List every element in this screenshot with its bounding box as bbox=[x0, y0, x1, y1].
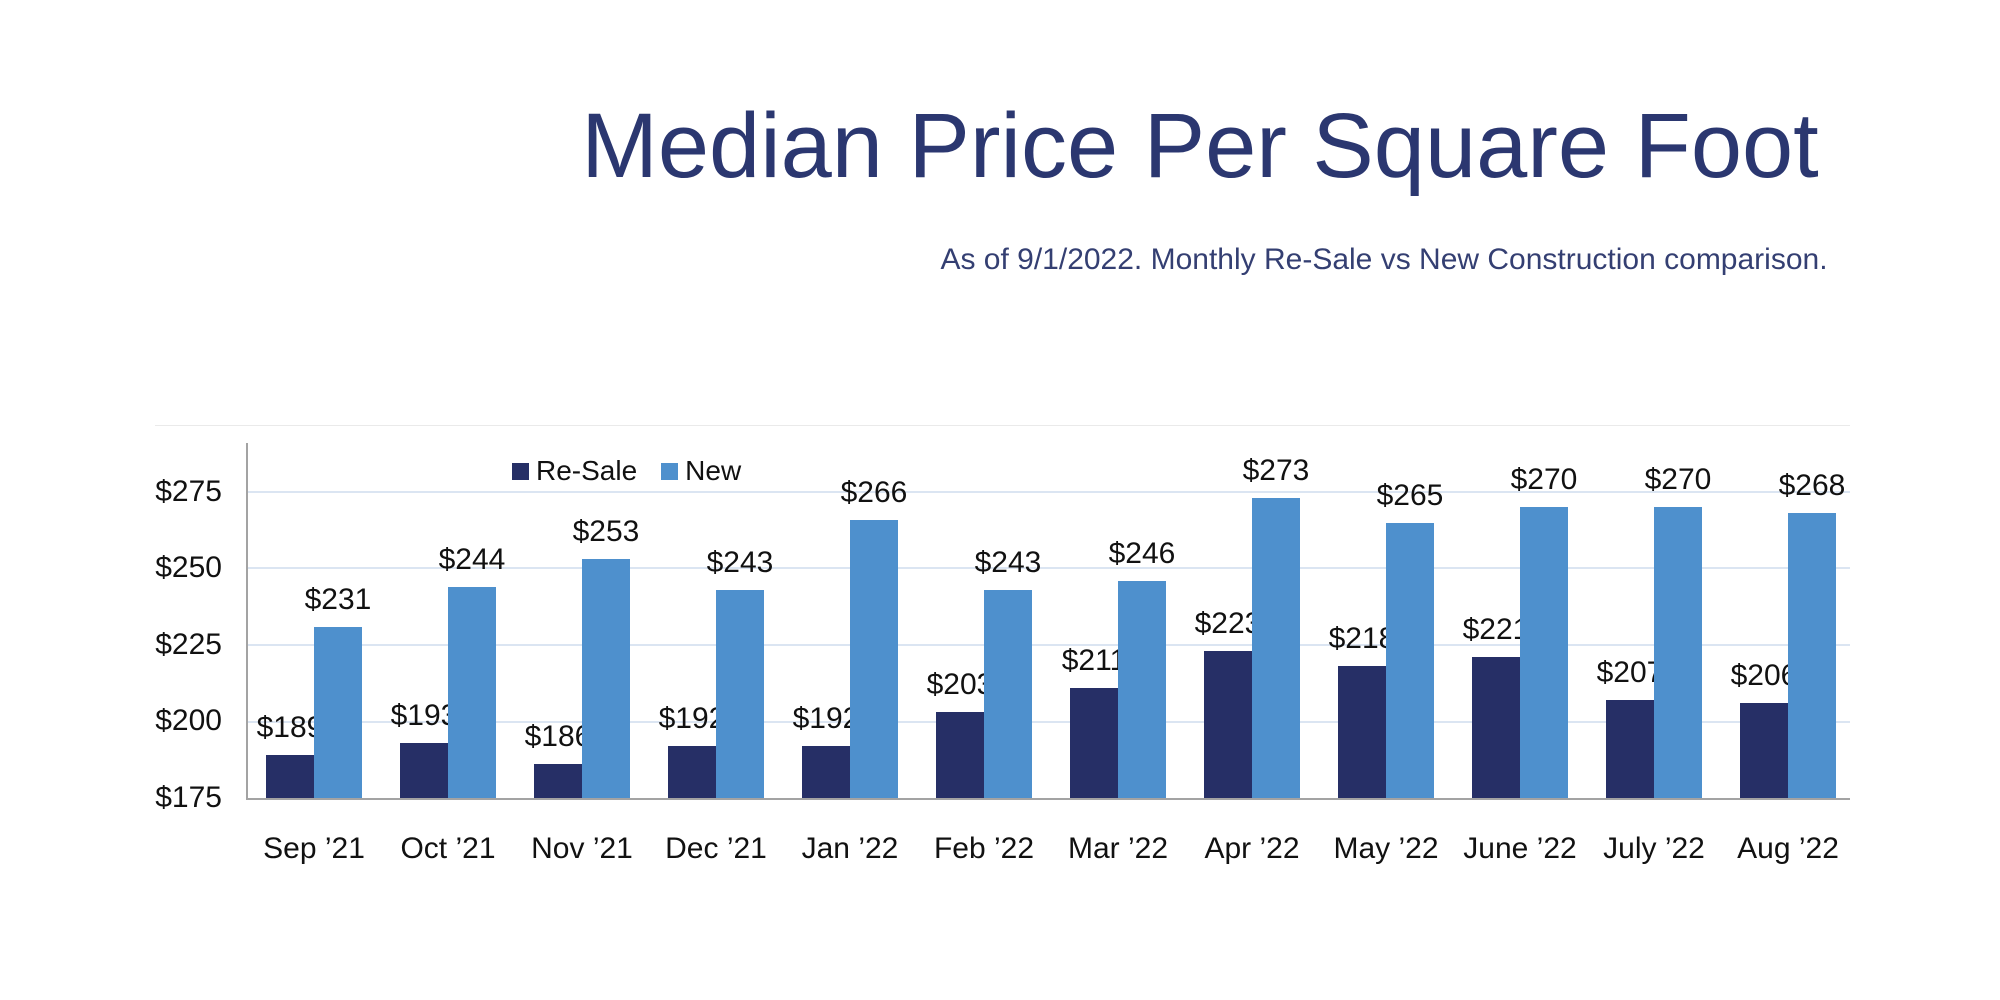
bar-re-sale-jan-22: $192 bbox=[793, 704, 859, 798]
bar-group-apr-22: $223 $273 bbox=[1195, 456, 1309, 798]
gridline-225 bbox=[248, 643, 1850, 646]
bar-re-sale-mar-22: $211 bbox=[1062, 645, 1126, 798]
bar-new-nov-21: $253 bbox=[573, 517, 639, 798]
bar-group-july-22: $207 $270 bbox=[1597, 465, 1711, 798]
bar-value-re-sale-mar-22: $211 bbox=[1061, 643, 1127, 677]
bar-value-new-jan-22: $266 bbox=[840, 475, 908, 509]
bar-value-new-apr-22: $273 bbox=[1242, 454, 1310, 488]
bar-re-sale-may-22: $218 bbox=[1329, 624, 1395, 798]
y-axis-label-275: $275 bbox=[155, 474, 222, 508]
x-axis-label-apr-22: Apr ’22 bbox=[1204, 832, 1300, 865]
bar-re-sale-sep-21: $189 bbox=[257, 713, 323, 798]
bar-value-new-june-22: $270 bbox=[1510, 463, 1578, 497]
bar-new-feb-22: $243 bbox=[975, 547, 1041, 798]
bar-value-re-sale-june-22: $221 bbox=[1462, 613, 1530, 647]
legend-swatch-re-sale bbox=[512, 462, 529, 480]
bar-re-sale-feb-22: $203 bbox=[927, 670, 993, 798]
bar-value-new-may-22: $265 bbox=[1376, 478, 1444, 512]
x-axis-label-june-22: June ’22 bbox=[1463, 832, 1577, 865]
bar-value-new-july-22: $270 bbox=[1644, 463, 1712, 497]
bar-group-dec-21: $192 $243 bbox=[659, 547, 773, 798]
bar-group-jan-22: $192 $266 bbox=[793, 477, 907, 798]
bar-value-re-sale-nov-21: $186 bbox=[524, 720, 592, 754]
x-axis-label-dec-21: Dec ’21 bbox=[665, 832, 767, 865]
bar-value-new-feb-22: $243 bbox=[974, 545, 1042, 579]
bar-value-new-mar-22: $246 bbox=[1108, 536, 1176, 570]
bar-new-dec-21: $243 bbox=[707, 547, 773, 798]
bar-re-sale-june-22: $221 bbox=[1463, 615, 1529, 798]
x-axis-label-aug-22: Aug ’22 bbox=[1737, 832, 1839, 865]
bar-value-new-aug-22: $268 bbox=[1778, 469, 1846, 503]
bar-value-new-dec-21: $243 bbox=[706, 545, 774, 579]
bar-value-re-sale-dec-21: $192 bbox=[658, 702, 726, 735]
bar-value-new-sep-21: $231 bbox=[304, 582, 372, 616]
legend-label: New bbox=[685, 455, 742, 486]
x-axis-label-nov-21: Nov ’21 bbox=[531, 832, 633, 865]
bar-new-mar-22: $246 bbox=[1109, 538, 1175, 798]
x-axis-label-sep-21: Sep ’21 bbox=[263, 832, 365, 865]
x-axis-label-oct-21: Oct ’21 bbox=[400, 832, 496, 865]
bar-re-sale-nov-21: $186 bbox=[525, 722, 591, 798]
bar-new-may-22: $265 bbox=[1377, 480, 1443, 798]
bar-re-sale-aug-22: $206 bbox=[1731, 661, 1797, 798]
x-axis-label-mar-22: Mar ’22 bbox=[1067, 832, 1169, 865]
x-axis-label-july-22: July ’22 bbox=[1603, 832, 1705, 865]
bar-group-oct-21: $193 $244 bbox=[391, 544, 505, 798]
bar-re-sale-dec-21: $192 bbox=[659, 704, 725, 798]
bar-new-july-22: $270 bbox=[1645, 465, 1711, 798]
bar-group-may-22: $218 $265 bbox=[1329, 480, 1443, 798]
legend-label: Re-Sale bbox=[536, 455, 638, 486]
bar-new-oct-21: $244 bbox=[439, 544, 505, 798]
bar-value-re-sale-feb-22: $203 bbox=[926, 668, 994, 702]
bar-re-sale-apr-22: $223 bbox=[1195, 609, 1261, 798]
bar-group-mar-22: $211 $246 bbox=[1062, 538, 1175, 798]
bar-value-re-sale-july-22: $207 bbox=[1596, 656, 1664, 690]
bar-group-feb-22: $203 $243 bbox=[927, 547, 1041, 798]
y-axis-label-175: $175 bbox=[155, 781, 222, 814]
bar-new-sep-21: $231 bbox=[305, 584, 371, 798]
gridline-250 bbox=[248, 567, 1850, 570]
bar-value-re-sale-aug-22: $206 bbox=[1730, 659, 1798, 693]
legend-swatch-new bbox=[661, 462, 679, 480]
chart-frame-top-border bbox=[155, 425, 1850, 426]
chart-title: Median Price Per Square Foot bbox=[581, 95, 1819, 197]
bar-new-apr-22: $273 bbox=[1243, 456, 1309, 798]
bar-value-new-nov-21: $253 bbox=[572, 515, 640, 549]
y-axis-label-200: $200 bbox=[155, 704, 222, 738]
bar-value-re-sale-jan-22: $192 bbox=[792, 702, 860, 735]
bar-new-jan-22: $266 bbox=[841, 477, 907, 798]
x-axis-label-jan-22: Jan ’22 bbox=[801, 832, 899, 865]
legend-item-new: New bbox=[661, 455, 741, 487]
gridline-275 bbox=[248, 490, 1850, 493]
y-axis-label-225: $225 bbox=[155, 627, 222, 661]
bar-value-re-sale-may-22: $218 bbox=[1328, 622, 1396, 656]
bar-groups: $189 $231 $193 $244 $186 $253 $192 $243 $192 $266… bbox=[248, 443, 1845, 798]
bar-value-re-sale-sep-21: $189 bbox=[256, 711, 324, 745]
bar-value-new-oct-21: $244 bbox=[438, 542, 506, 576]
legend-item-re-sale: Re-Sale bbox=[512, 455, 637, 487]
y-axis-label-250: $250 bbox=[155, 551, 222, 585]
legend: Re-Sale New bbox=[512, 455, 741, 487]
bar-value-re-sale-apr-22: $223 bbox=[1194, 607, 1262, 641]
bar-group-sep-21: $189 $231 bbox=[257, 584, 371, 798]
chart-subtitle: As of 9/1/2022. Monthly Re-Sale vs New C… bbox=[940, 243, 1828, 276]
bar-value-re-sale-oct-21: $193 bbox=[390, 698, 458, 732]
plot-area: Re-Sale New $189 $231 $193 $244 $186 $253 $192 $… bbox=[246, 443, 1850, 800]
x-axis-label-may-22: May ’22 bbox=[1333, 832, 1439, 865]
bar-new-june-22: $270 bbox=[1511, 465, 1577, 798]
gridline-200 bbox=[248, 720, 1850, 723]
bar-re-sale-oct-21: $193 bbox=[391, 700, 457, 798]
x-axis-label-feb-22: Feb ’22 bbox=[933, 832, 1035, 865]
bar-new-aug-22: $268 bbox=[1779, 471, 1845, 798]
bar-re-sale-july-22: $207 bbox=[1597, 658, 1663, 798]
bar-group-nov-21: $186 $253 bbox=[525, 517, 639, 798]
bar-group-aug-22: $206 $268 bbox=[1731, 471, 1845, 798]
bar-group-june-22: $221 $270 bbox=[1463, 465, 1577, 798]
